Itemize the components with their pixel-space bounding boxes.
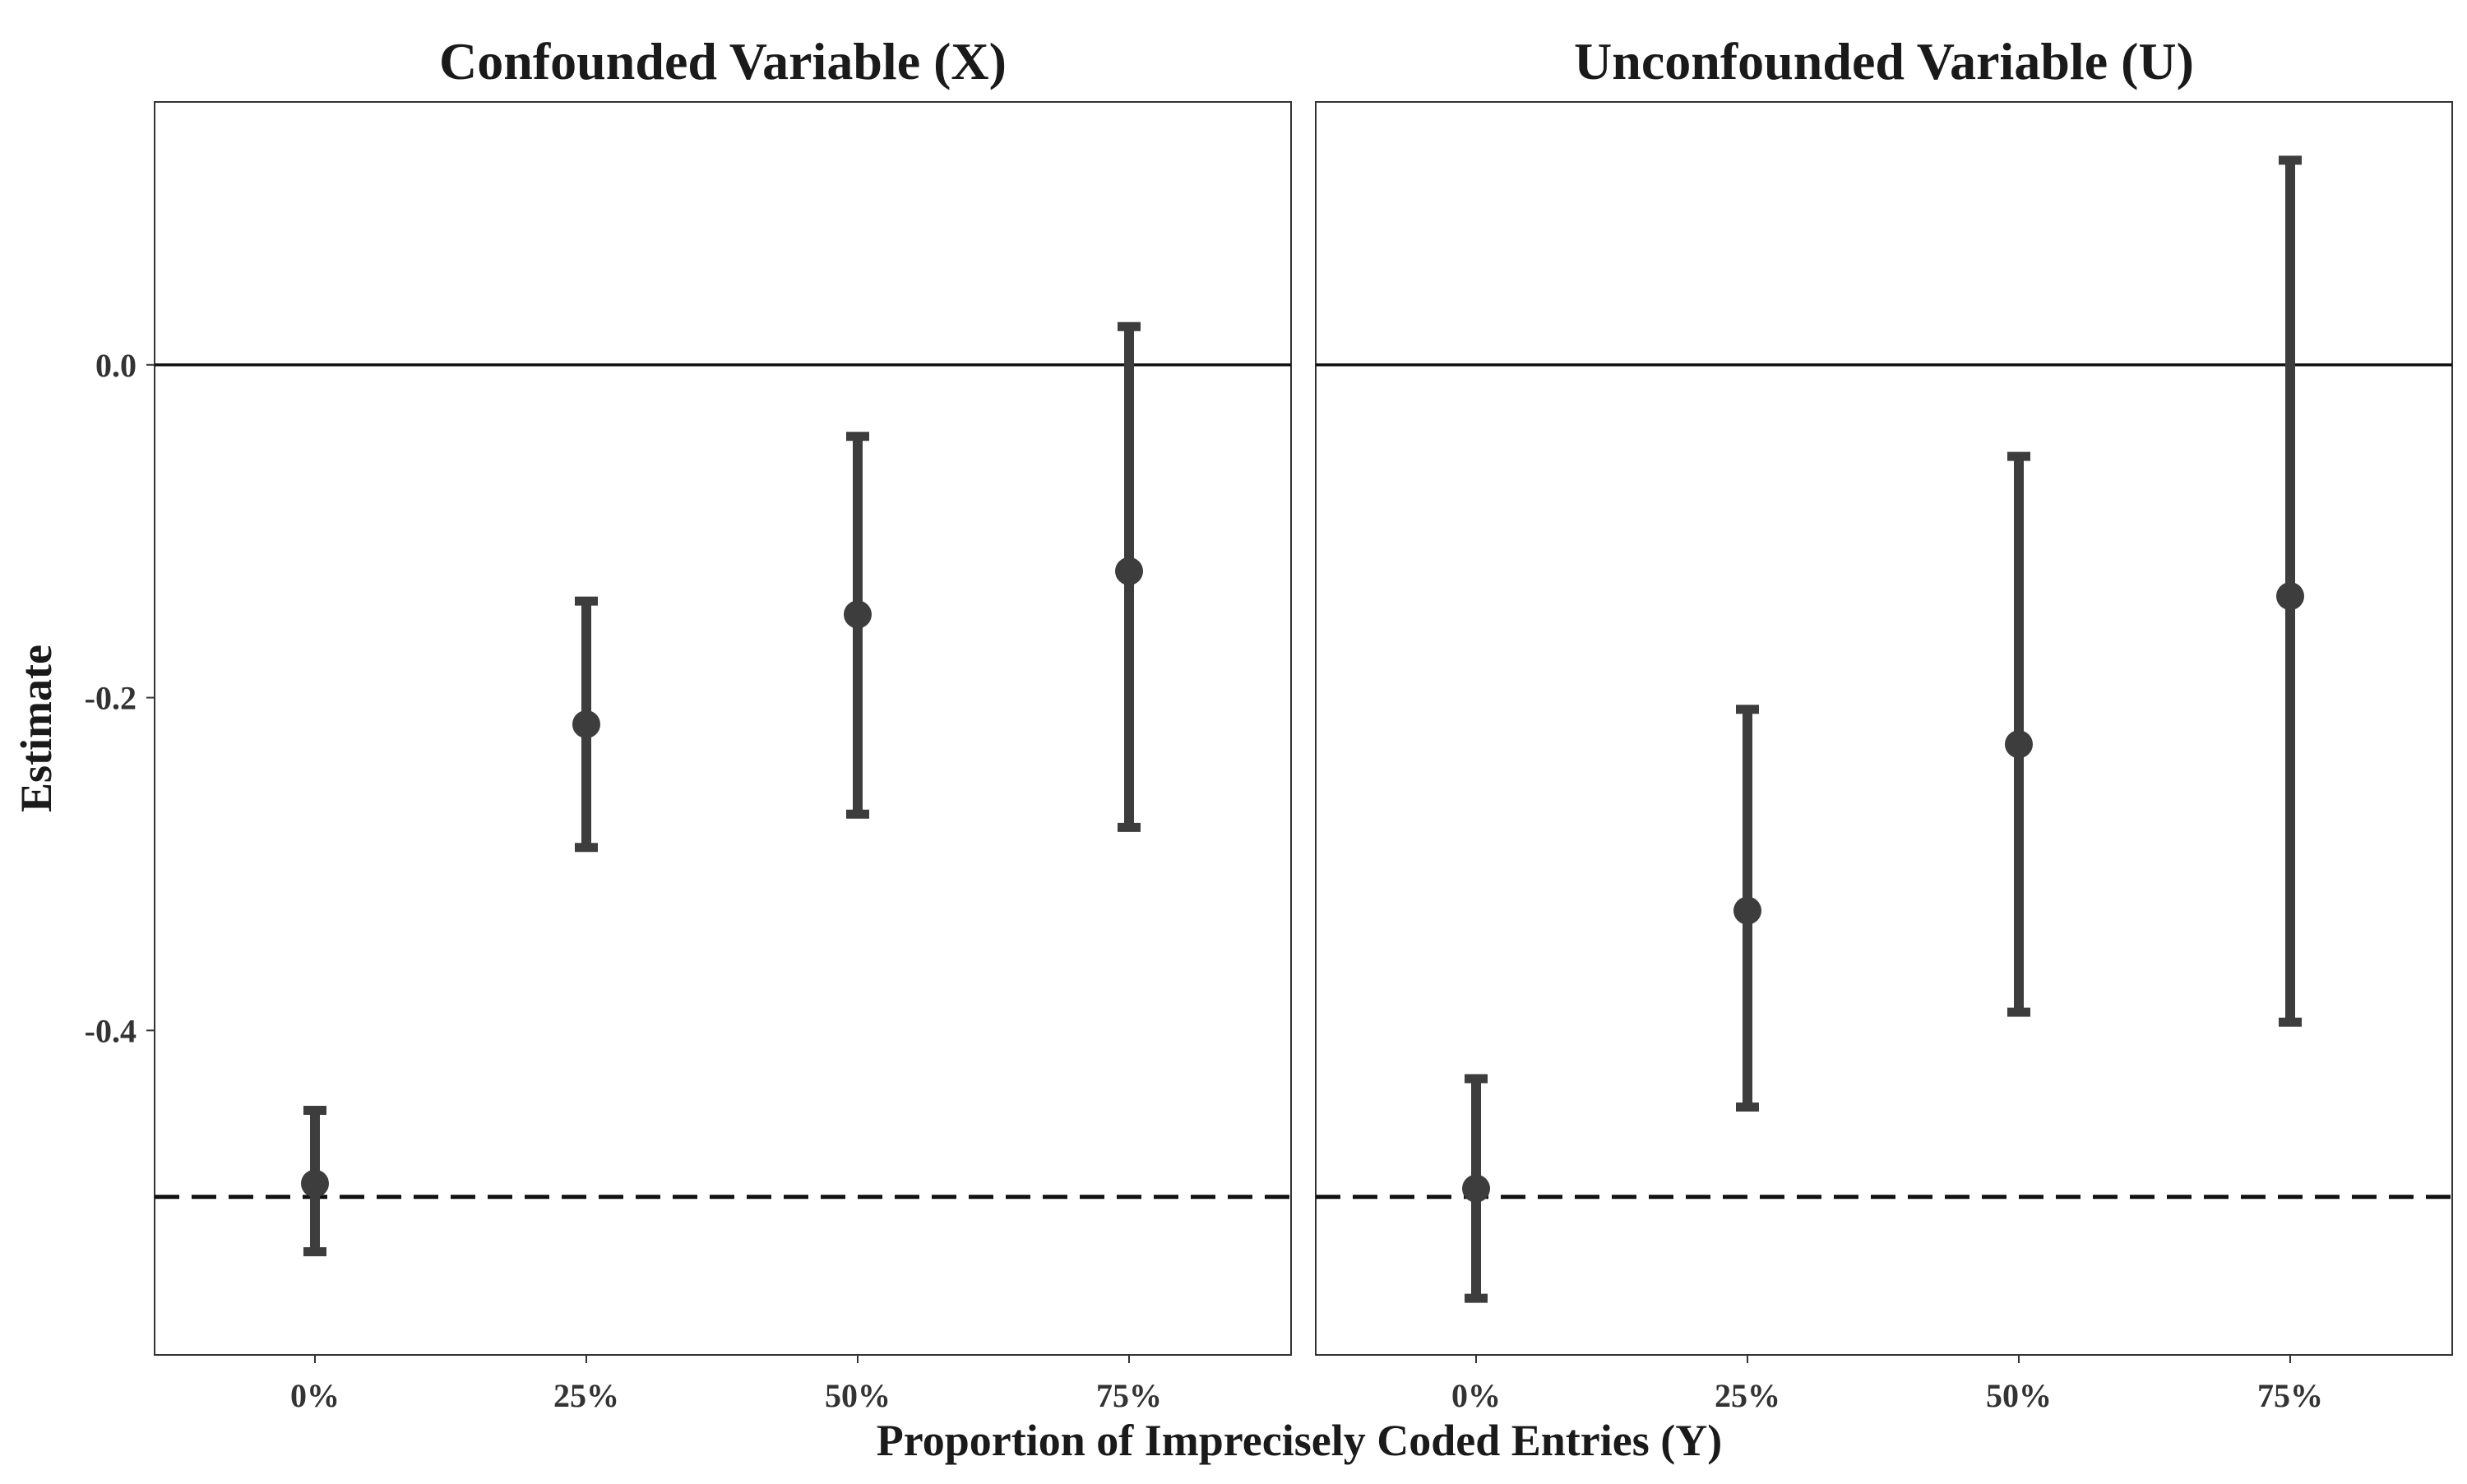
x-tick-label: 50% xyxy=(1986,1377,2052,1414)
y-tick-label: -0.4 xyxy=(85,1012,137,1049)
x-tick-label: 25% xyxy=(553,1377,619,1414)
y-tick-label: -0.2 xyxy=(85,680,137,717)
point-estimate xyxy=(572,710,600,738)
point-estimate xyxy=(1462,1174,1490,1203)
panel-title: Unconfounded Variable (U) xyxy=(1574,32,2194,90)
panel-border xyxy=(154,101,1292,1356)
x-axis-title: Proportion of Imprecisely Coded Entries … xyxy=(877,1416,1722,1465)
x-tick-label: 25% xyxy=(1715,1377,1780,1414)
x-tick-label: 50% xyxy=(825,1377,891,1414)
y-axis-title: Estimate xyxy=(12,645,61,812)
point-estimate xyxy=(301,1169,329,1198)
x-tick-label: 0% xyxy=(290,1377,340,1414)
point-estimate xyxy=(2005,730,2033,759)
x-tick-label: 75% xyxy=(2257,1377,2323,1414)
x-tick-label: 75% xyxy=(1096,1377,1162,1414)
y-tick-label: 0.0 xyxy=(95,347,137,384)
panel-border xyxy=(1315,101,2453,1356)
point-estimate xyxy=(844,600,872,629)
panel-title: Confounded Variable (X) xyxy=(439,32,1007,90)
point-estimate xyxy=(1115,557,1143,585)
point-estimate xyxy=(2276,582,2304,611)
x-tick-label: 0% xyxy=(1451,1377,1501,1414)
point-estimate xyxy=(1733,896,1761,925)
